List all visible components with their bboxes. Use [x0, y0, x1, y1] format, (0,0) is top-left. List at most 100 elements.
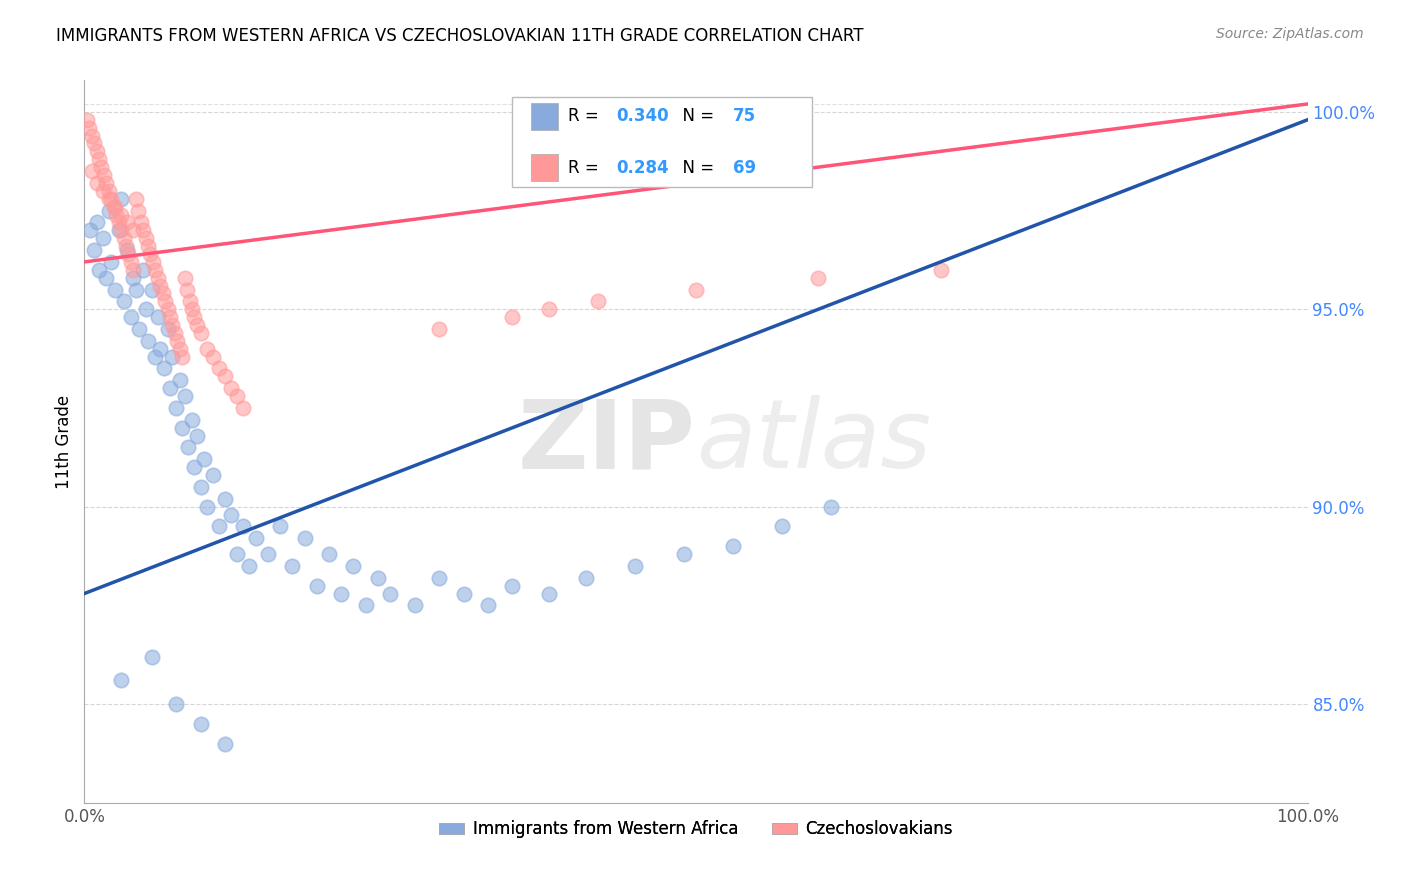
Point	[169, 373, 191, 387]
Point	[159, 310, 181, 325]
Text: Source: ZipAtlas.com: Source: ZipAtlas.com	[1216, 27, 1364, 41]
Point	[226, 547, 249, 561]
Point	[165, 401, 187, 415]
Point	[100, 192, 122, 206]
Point	[538, 586, 561, 600]
Point	[281, 558, 304, 573]
Point	[149, 278, 172, 293]
Point	[257, 547, 280, 561]
Point	[502, 579, 524, 593]
Point	[141, 283, 163, 297]
Point	[238, 558, 260, 573]
Text: R =: R =	[568, 107, 603, 126]
Point	[190, 480, 212, 494]
Point	[477, 599, 499, 613]
Point	[149, 342, 172, 356]
Point	[120, 255, 142, 269]
Point	[427, 571, 450, 585]
Point	[110, 207, 132, 221]
Point	[115, 215, 138, 229]
Point	[152, 286, 174, 301]
Point	[226, 389, 249, 403]
Point	[139, 247, 162, 261]
Point	[453, 586, 475, 600]
Point	[97, 203, 120, 218]
Point	[83, 136, 105, 151]
Point	[929, 262, 952, 277]
Point	[105, 207, 128, 221]
Point	[77, 120, 100, 135]
Point	[143, 350, 166, 364]
Point	[159, 381, 181, 395]
Point	[195, 500, 218, 514]
Point	[136, 239, 159, 253]
Point	[201, 468, 224, 483]
Point	[179, 294, 201, 309]
Point	[90, 160, 112, 174]
Point	[104, 283, 127, 297]
Point	[117, 247, 139, 261]
Legend: Immigrants from Western Africa, Czechoslovakians: Immigrants from Western Africa, Czechosl…	[433, 814, 959, 845]
Point	[156, 322, 179, 336]
Point	[166, 334, 188, 348]
Point	[153, 361, 176, 376]
Point	[128, 322, 150, 336]
Point	[232, 519, 254, 533]
Point	[208, 519, 231, 533]
Point	[143, 262, 166, 277]
Point	[181, 413, 204, 427]
Point	[87, 262, 110, 277]
Point	[380, 586, 402, 600]
Point	[96, 270, 118, 285]
Point	[330, 586, 353, 600]
Point	[807, 270, 830, 285]
Text: 0.340: 0.340	[616, 107, 669, 126]
Text: atlas: atlas	[696, 395, 931, 488]
Point	[172, 421, 194, 435]
Point	[112, 231, 135, 245]
Point	[214, 737, 236, 751]
Point	[97, 184, 120, 198]
Point	[404, 599, 426, 613]
Point	[201, 350, 224, 364]
Point	[208, 361, 231, 376]
Point	[107, 215, 129, 229]
Point	[129, 215, 152, 229]
Point	[685, 283, 707, 297]
Point	[79, 223, 101, 237]
Point	[427, 322, 450, 336]
Point	[575, 571, 598, 585]
Text: N =: N =	[672, 107, 718, 126]
Point	[305, 579, 328, 593]
Point	[219, 508, 242, 522]
Point	[76, 112, 98, 127]
Point	[122, 262, 145, 277]
Point	[136, 334, 159, 348]
Point	[193, 452, 215, 467]
Point	[115, 239, 138, 253]
Point	[110, 673, 132, 688]
Point	[162, 318, 184, 332]
Point	[86, 215, 108, 229]
Point	[103, 200, 125, 214]
Point	[672, 547, 695, 561]
Point	[538, 302, 561, 317]
Point	[146, 310, 169, 325]
Point	[122, 270, 145, 285]
Point	[80, 164, 103, 178]
Point	[87, 153, 110, 167]
Text: IMMIGRANTS FROM WESTERN AFRICA VS CZECHOSLOVAKIAN 11TH GRADE CORRELATION CHART: IMMIGRANTS FROM WESTERN AFRICA VS CZECHO…	[56, 27, 863, 45]
Point	[125, 283, 148, 297]
Point	[162, 350, 184, 364]
Point	[122, 223, 145, 237]
Point	[190, 716, 212, 731]
Text: 69: 69	[733, 159, 756, 177]
Point	[214, 491, 236, 506]
Point	[586, 294, 609, 309]
Point	[624, 558, 647, 573]
Point	[135, 231, 157, 245]
Point	[135, 302, 157, 317]
Point	[165, 697, 187, 711]
Point	[91, 184, 114, 198]
Point	[502, 310, 524, 325]
